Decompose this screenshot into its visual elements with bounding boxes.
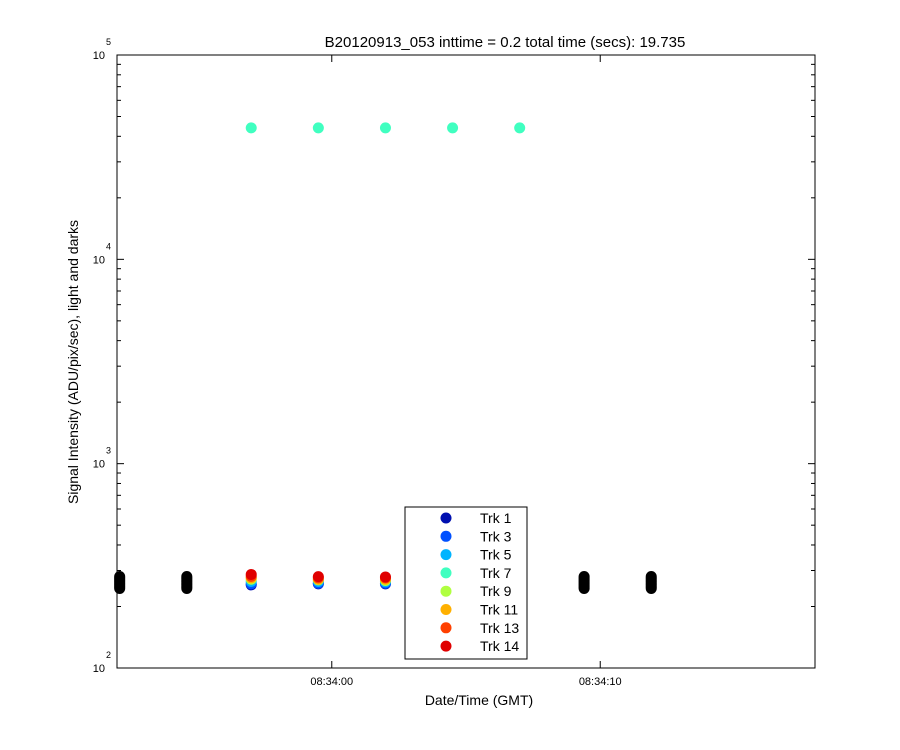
chart-title: B20120913_053 inttime = 0.2 total time (… [325, 34, 686, 51]
data-points [114, 122, 657, 594]
x-tick-label: 08:34:10 [579, 676, 622, 688]
legend-marker [440, 512, 452, 524]
dark-point [114, 570, 126, 582]
dark-point [181, 570, 193, 582]
minor-ticks [117, 63, 815, 607]
legend-label: Trk 13 [480, 620, 519, 636]
legend-label: Trk 7 [480, 565, 512, 581]
legend-label: Trk 3 [480, 528, 512, 544]
legend-label: Trk 14 [480, 638, 519, 654]
y-tick-label: 10 [93, 459, 105, 471]
x-axis-label: Date/Time (GMT) [425, 692, 533, 708]
y-tick-label: 10 [93, 254, 105, 266]
x-tick-label: 08:34:00 [310, 676, 353, 688]
data-point [447, 122, 459, 134]
y-axis-label: Signal Intensity (ADU/pix/sec), light an… [65, 220, 81, 504]
legend-marker [440, 549, 452, 561]
y-tick-label: 10 [93, 663, 105, 675]
data-point [312, 122, 324, 134]
x-axis: 08:34:00 08:34:10 [310, 55, 622, 688]
data-point [312, 571, 324, 583]
dark-point [645, 570, 657, 582]
legend-label: Trk 5 [480, 547, 512, 563]
legend-marker [440, 604, 452, 615]
legend-marker [440, 622, 452, 634]
data-point [379, 122, 391, 134]
data-point [245, 568, 257, 580]
data-point [379, 571, 391, 583]
legend-box [404, 506, 528, 660]
legend-marker [440, 640, 452, 652]
data-point [514, 122, 526, 134]
legend-label: Trk 11 [480, 602, 518, 618]
y-tick-exponent: 2 [106, 650, 111, 660]
data-point [245, 122, 257, 134]
legend-marker [440, 567, 452, 579]
dark-point [578, 570, 590, 582]
y-tick-exponent: 5 [106, 37, 111, 47]
legend-marker [440, 530, 452, 542]
y-tick-exponent: 3 [106, 446, 111, 456]
y-tick-label: 10 [93, 50, 105, 62]
legend-label: Trk 1 [480, 510, 512, 526]
y-tick-exponent: 4 [106, 241, 111, 251]
legend-label: Trk 9 [480, 583, 512, 599]
legend: Trk 1 Trk 3 Trk 5 Trk 7 Trk 9 Trk 11 Trk 13 Trk… [404, 506, 528, 660]
legend-marker [440, 585, 452, 597]
